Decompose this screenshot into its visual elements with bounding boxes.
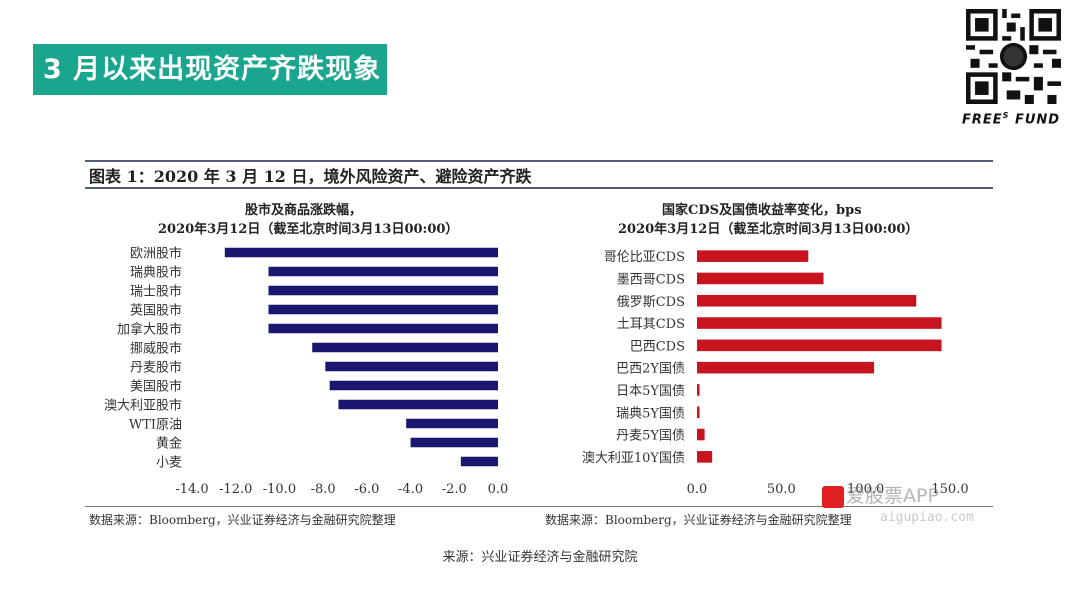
- qr-code-icon: [966, 9, 1061, 104]
- left-chart-x-tick-label: -8.0: [311, 482, 336, 497]
- right-chart-category-label: 丹麦5Y国债: [616, 429, 685, 444]
- left-chart-x-tick-label: -2.0: [442, 482, 467, 497]
- right-chart-bar: [697, 339, 942, 352]
- right-chart-category-label: 巴西2Y国债: [616, 362, 685, 377]
- right-chart-source: 数据来源：Bloomberg，兴业证券经济与金融研究院整理: [545, 513, 852, 527]
- left-chart-bar: [268, 285, 498, 296]
- left-chart-bar: [312, 342, 498, 353]
- right-bar-chart: 哥伦比亚CDS 墨西哥CDS 俄罗斯CDS 土耳其CDS 巴西CDS 巴西2Y国债日本5Y…: [582, 250, 969, 497]
- left-chart-source: 数据来源：Bloomberg，兴业证券经济与金融研究院整理: [89, 513, 396, 527]
- left-chart-category-label: WTI原油: [129, 418, 182, 433]
- right-chart-x-tick-label: 100.0: [847, 482, 884, 497]
- right-chart-category-label: 土耳其CDS: [617, 317, 685, 332]
- right-chart-bar: [697, 406, 700, 419]
- figure-caption-rule: [85, 187, 993, 189]
- left-chart-category-label: 英国股市: [130, 303, 182, 319]
- left-chart-bar: [460, 456, 498, 467]
- left-chart-category-label: 瑞士股市: [130, 284, 182, 300]
- left-chart-x-tick-label: -12.0: [219, 482, 252, 497]
- right-chart-x-tick-label: 0.0: [687, 482, 708, 497]
- left-chart-bar: [338, 399, 498, 410]
- left-chart-x-tick-label: -14.0: [175, 482, 208, 497]
- left-chart-x-tick-label: 0.0: [488, 482, 509, 497]
- figure-caption: 图表 1：2020 年 3 月 12 日，境外风险资产、避险资产齐跌: [89, 167, 532, 186]
- right-chart-bar: [697, 361, 875, 374]
- left-chart-x-tick-label: -6.0: [354, 482, 379, 497]
- right-chart-bar: [697, 272, 824, 285]
- left-chart-bar: [410, 437, 498, 448]
- right-chart-subtitle: 2020年3月12日（截至北京时间3月13日00:00）: [618, 222, 919, 237]
- left-chart-category-label: 小麦: [156, 456, 182, 471]
- right-chart-category-label: 墨西哥CDS: [617, 272, 685, 287]
- left-chart-category-label: 丹麦股市: [130, 360, 182, 376]
- right-chart-title: 国家CDS及国债收益率变化，bps: [662, 203, 862, 218]
- brand-logo: FREES FUND: [962, 111, 1061, 128]
- right-chart-category-label: 哥伦比亚CDS: [604, 250, 685, 265]
- left-chart-category-label: 加拿大股市: [117, 322, 182, 338]
- right-chart-category-label: 瑞典5Y国债: [616, 406, 685, 421]
- right-chart-bar: [697, 250, 809, 262]
- left-chart-category-label: 挪威股市: [130, 341, 182, 357]
- left-chart-x-tick-label: -10.0: [263, 482, 296, 497]
- watermark-logo-icon: [822, 485, 844, 508]
- left-chart-title: 股市及商品涨跌幅，: [245, 203, 363, 218]
- right-chart-bar: [697, 384, 700, 396]
- figure-top-rule: [85, 160, 993, 162]
- right-chart-category-label: 澳大利亚10Y国债: [582, 450, 685, 466]
- right-chart-bar: [697, 294, 917, 307]
- left-chart-bar: [268, 266, 498, 277]
- left-chart-bar: [406, 418, 498, 429]
- left-chart-subtitle: 2020年3月12日（截至北京时间3月13日00:00）: [158, 222, 459, 237]
- right-chart-bar: [697, 317, 942, 329]
- left-chart-category-label: 美国股市: [130, 379, 182, 395]
- watermark-url: aigupiao.com: [880, 510, 974, 525]
- left-chart-x-tick-label: -4.0: [398, 482, 423, 497]
- right-chart-bar: [697, 451, 713, 463]
- left-chart-bar: [325, 361, 498, 372]
- left-chart-bar: [329, 380, 498, 391]
- right-chart-category-label: 日本5Y国债: [616, 384, 685, 399]
- left-chart-bar: [224, 247, 499, 258]
- left-chart-category-label: 瑞典股市: [130, 265, 182, 281]
- left-chart-bar: [268, 304, 498, 315]
- left-chart-category-label: 澳大利亚股市: [104, 398, 182, 414]
- figure-bottom-rule: [85, 506, 993, 507]
- slide-title: 3 月以来出现资产齐跌现象: [33, 44, 387, 95]
- footer-source: 来源：兴业证券经济与金融研究院: [442, 550, 638, 565]
- left-chart-category-label: 黄金: [156, 436, 182, 452]
- right-chart-category-label: 巴西CDS: [630, 339, 685, 354]
- right-chart-x-tick-label: 150.0: [931, 482, 968, 497]
- right-chart-x-tick-label: 50.0: [767, 482, 796, 497]
- left-chart-bar: [268, 323, 498, 334]
- watermark: 爱股票APP: [822, 481, 939, 508]
- left-chart-category-label: 欧洲股市: [130, 246, 182, 262]
- right-chart-bar: [697, 428, 705, 441]
- right-chart-category-label: 俄罗斯CDS: [617, 295, 685, 310]
